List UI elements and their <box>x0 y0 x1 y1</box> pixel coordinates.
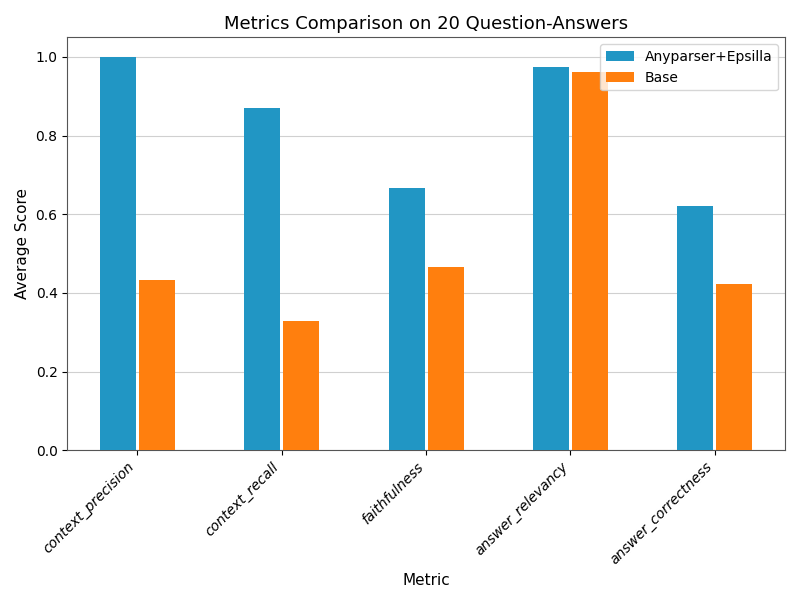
Bar <box>716 284 752 450</box>
X-axis label: Metric: Metric <box>402 573 450 588</box>
Bar <box>139 280 175 450</box>
Bar <box>533 67 569 450</box>
Bar <box>283 321 319 450</box>
Bar <box>100 57 136 450</box>
Bar <box>389 188 425 450</box>
Title: Metrics Comparison on 20 Question-Answers: Metrics Comparison on 20 Question-Answer… <box>224 15 628 33</box>
Legend: Anyparser+Epsilla, Base: Anyparser+Epsilla, Base <box>600 44 778 90</box>
Bar <box>427 267 464 450</box>
Bar <box>572 72 608 450</box>
Bar <box>678 206 714 450</box>
Y-axis label: Average Score: Average Score <box>15 188 30 299</box>
Bar <box>244 108 280 450</box>
